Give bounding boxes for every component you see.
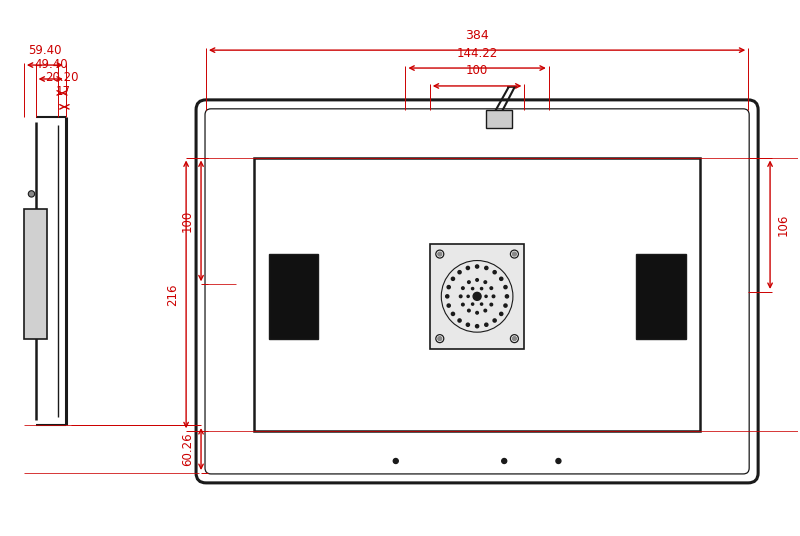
- Circle shape: [436, 250, 444, 258]
- Circle shape: [493, 271, 496, 274]
- Text: 384: 384: [466, 29, 489, 42]
- Circle shape: [473, 292, 481, 300]
- Circle shape: [492, 295, 495, 297]
- Circle shape: [510, 250, 518, 258]
- Circle shape: [462, 303, 464, 306]
- Circle shape: [438, 337, 442, 340]
- Circle shape: [485, 266, 488, 270]
- Circle shape: [458, 319, 461, 322]
- Text: 60.26: 60.26: [181, 432, 194, 466]
- Circle shape: [484, 309, 486, 312]
- Circle shape: [476, 311, 478, 314]
- Circle shape: [446, 295, 449, 298]
- Circle shape: [451, 312, 454, 316]
- Circle shape: [475, 325, 478, 328]
- Circle shape: [471, 287, 474, 289]
- Circle shape: [467, 295, 470, 297]
- Circle shape: [500, 277, 503, 280]
- Bar: [636, 254, 686, 339]
- Circle shape: [513, 337, 516, 340]
- Circle shape: [451, 277, 454, 280]
- Circle shape: [436, 334, 444, 343]
- Text: 100: 100: [466, 64, 488, 78]
- Circle shape: [438, 252, 442, 256]
- Circle shape: [481, 287, 482, 289]
- Text: 20.20: 20.20: [46, 71, 78, 85]
- Circle shape: [476, 279, 478, 281]
- Circle shape: [28, 191, 34, 197]
- Bar: [430, 244, 524, 348]
- Circle shape: [513, 252, 516, 256]
- Circle shape: [485, 295, 487, 297]
- Text: 100: 100: [181, 210, 194, 232]
- Circle shape: [447, 286, 450, 289]
- Circle shape: [394, 458, 398, 464]
- Circle shape: [493, 319, 496, 322]
- Circle shape: [467, 309, 470, 312]
- Circle shape: [500, 312, 503, 316]
- Circle shape: [471, 303, 474, 305]
- Bar: [486, 110, 512, 128]
- Circle shape: [481, 303, 482, 305]
- Bar: [269, 254, 318, 339]
- FancyBboxPatch shape: [196, 100, 758, 483]
- Circle shape: [484, 281, 486, 284]
- Circle shape: [556, 458, 561, 464]
- Circle shape: [475, 265, 478, 268]
- Text: 106: 106: [777, 213, 790, 236]
- Circle shape: [458, 271, 461, 274]
- Circle shape: [462, 287, 464, 289]
- Circle shape: [510, 334, 518, 343]
- Circle shape: [466, 323, 470, 326]
- Circle shape: [490, 287, 493, 289]
- Text: 144.22: 144.22: [457, 47, 498, 59]
- Circle shape: [447, 304, 450, 307]
- Circle shape: [466, 266, 470, 270]
- Text: 216: 216: [166, 283, 179, 306]
- Bar: [24, 209, 47, 339]
- Circle shape: [504, 286, 507, 289]
- Circle shape: [506, 295, 509, 298]
- Circle shape: [502, 458, 506, 464]
- Circle shape: [504, 304, 507, 307]
- Circle shape: [485, 323, 488, 326]
- Circle shape: [459, 295, 462, 297]
- Text: 17: 17: [55, 85, 70, 99]
- Circle shape: [490, 303, 493, 306]
- Text: 49.40: 49.40: [34, 57, 67, 71]
- Bar: [254, 158, 701, 431]
- Text: 59.40: 59.40: [28, 43, 62, 57]
- Circle shape: [467, 281, 470, 284]
